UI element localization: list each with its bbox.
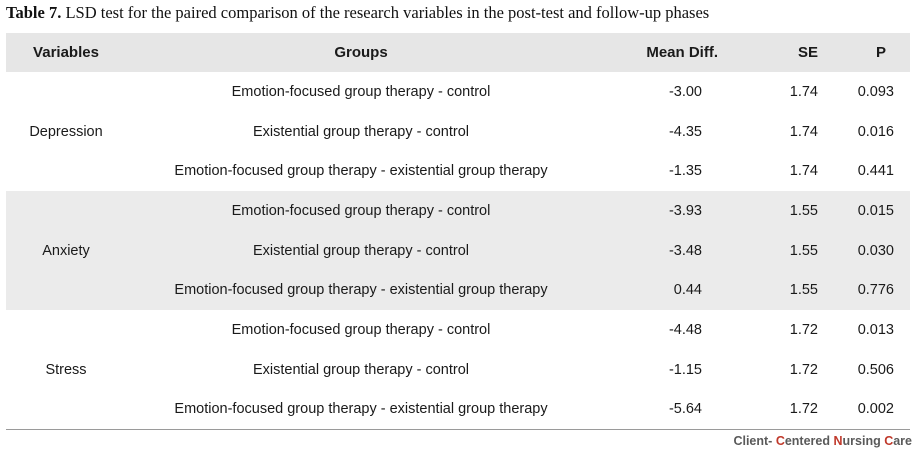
variable-cell: Anxiety	[42, 242, 90, 259]
footer-text-part: are	[893, 434, 912, 448]
group-cell: Existential group therapy - control	[253, 242, 469, 259]
table-body-stress: Stress Emotion-focused group therapy - co…	[6, 310, 910, 429]
header-row: Variables Groups Mean Diff. SE P	[6, 33, 910, 72]
p-value-cell: 0.441	[857, 163, 894, 180]
p-value-cell: 0.776	[857, 282, 894, 299]
group-cell: Existential group therapy - control	[253, 361, 469, 378]
group-cell: Emotion-focused group therapy - existent…	[174, 282, 548, 299]
se-cell: 1.72	[789, 401, 818, 418]
footer-text-part: N	[833, 434, 843, 448]
variable-cell: Stress	[45, 361, 87, 378]
footer-text-part: Client-	[733, 434, 776, 448]
table-bottom-rule	[6, 429, 910, 430]
se-cell: 1.55	[789, 242, 818, 259]
mean-diff-cell: -3.00	[668, 83, 702, 100]
se-cell: 1.74	[789, 163, 818, 180]
p-value-cell: 0.093	[857, 83, 894, 100]
group-cell: Emotion-focused group therapy - existent…	[174, 401, 548, 418]
se-cell: 1.55	[789, 282, 818, 299]
table-caption: Table 7. LSD test for the paired compari…	[6, 3, 709, 23]
group-cell: Emotion-focused group therapy - control	[231, 83, 491, 100]
mean-diff-cell: -1.35	[668, 163, 702, 180]
mean-diff-cell: -4.48	[668, 321, 702, 338]
p-value-cell: 0.013	[857, 321, 894, 338]
variable-cell: Depression	[29, 123, 103, 140]
mean-diff-cell: -4.35	[668, 123, 702, 140]
header-p: P	[875, 44, 886, 61]
group-cell: Existential group therapy - control	[253, 123, 469, 140]
footer-text-part: C	[775, 434, 785, 448]
p-value-cell: 0.506	[857, 361, 894, 378]
header-variables: Variables	[33, 44, 99, 61]
p-value-cell: 0.015	[857, 202, 894, 219]
lsd-table: Variables Groups Mean Diff. SE P Depress…	[6, 33, 910, 429]
group-cell: Emotion-focused group therapy - control	[231, 202, 491, 219]
table-row: Emotion-focused group therapy - existent…	[6, 151, 910, 191]
caption-text: LSD test for the paired comparison of th…	[61, 3, 710, 22]
se-cell: 1.72	[789, 321, 818, 338]
footer-text-part: entered	[784, 434, 834, 448]
table-row: Emotion-focused group therapy - existent…	[6, 270, 910, 311]
group-cell: Emotion-focused group therapy - control	[231, 321, 491, 338]
table-row: Existential group therapy - control -1.15…	[6, 350, 910, 390]
table-row: Existential group therapy - control -4.35…	[6, 112, 910, 152]
table-row: Stress Emotion-focused group therapy - co…	[6, 310, 910, 378]
table-row: Existential group therapy - control -3.48…	[6, 230, 910, 271]
header-groups: Groups	[334, 44, 388, 61]
se-cell: 1.55	[789, 202, 818, 219]
p-value-cell: 0.030	[857, 242, 894, 259]
mean-diff-cell: -5.64	[668, 401, 702, 418]
se-cell: 1.74	[789, 83, 818, 100]
table-header: Variables Groups Mean Diff. SE P	[6, 33, 910, 72]
se-cell: 1.74	[789, 123, 818, 140]
mean-diff-cell: -3.93	[668, 202, 702, 219]
p-value-cell: 0.016	[857, 123, 894, 140]
caption-label: Table 7.	[6, 3, 62, 22]
se-cell: 1.72	[789, 361, 818, 378]
header-mean-diff: Mean Diff.	[646, 44, 718, 61]
header-se: SE	[797, 44, 818, 61]
table-row: Depression Emotion-focused group therapy …	[6, 72, 910, 140]
journal-footer: Client- Centered Nursing Care	[733, 434, 912, 448]
mean-diff-cell: -3.48	[668, 242, 702, 259]
table-body-depression: Depression Emotion-focused group therapy …	[6, 72, 910, 191]
table-body-anxiety: Anxiety Emotion-focused group therapy - c…	[6, 191, 910, 311]
table-row: Emotion-focused group therapy - existent…	[6, 390, 910, 430]
p-value-cell: 0.002	[857, 401, 894, 418]
footer-text-part: ursing	[842, 434, 885, 448]
mean-diff-cell: 0.44	[673, 282, 702, 299]
table-row: Anxiety Emotion-focused group therapy - c…	[6, 191, 910, 259]
footer-text-part: C	[884, 434, 894, 448]
mean-diff-cell: -1.15	[668, 361, 702, 378]
group-cell: Emotion-focused group therapy - existent…	[174, 163, 548, 180]
